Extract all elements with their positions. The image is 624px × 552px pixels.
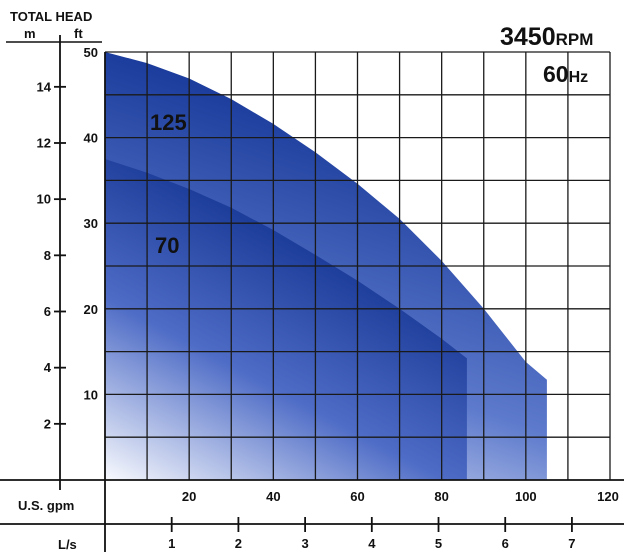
frequency-label: 60Hz bbox=[543, 61, 588, 87]
y-unit-ft: ft bbox=[74, 26, 83, 41]
tick-label-ft-20: 20 bbox=[84, 302, 98, 317]
x-unit-gpm: U.S. gpm bbox=[18, 498, 74, 513]
chart-title: TOTAL HEAD bbox=[10, 9, 92, 24]
tick-label-ls-2: 2 bbox=[235, 536, 242, 551]
tick-label-gpm-20: 20 bbox=[182, 489, 196, 504]
curve-label-70: 70 bbox=[155, 233, 179, 258]
speed-value: 3450 bbox=[500, 23, 556, 51]
tick-label-ls-4: 4 bbox=[368, 536, 376, 551]
curve-label-125: 125 bbox=[150, 110, 187, 135]
frequency-unit: Hz bbox=[569, 69, 589, 86]
tick-label-gpm-100: 100 bbox=[515, 489, 537, 504]
tick-label-gpm-120: 120 bbox=[597, 489, 619, 504]
tick-label-ls-1: 1 bbox=[168, 536, 175, 551]
grid-layer bbox=[105, 51, 611, 480]
y-unit-m: m bbox=[24, 26, 36, 41]
curve-70 bbox=[105, 159, 467, 480]
tick-label-m-6: 6 bbox=[44, 304, 51, 319]
speed-label: 3450RPM bbox=[500, 23, 593, 51]
tick-label-m-12: 12 bbox=[37, 135, 51, 150]
tick-label-gpm-60: 60 bbox=[350, 489, 364, 504]
speed-unit: RPM bbox=[556, 30, 594, 49]
tick-label-m-8: 8 bbox=[44, 248, 51, 263]
tick-label-ls-5: 5 bbox=[435, 536, 442, 551]
frequency-value: 60 bbox=[543, 61, 569, 87]
tick-label-m-4: 4 bbox=[44, 360, 52, 375]
tick-label-gpm-80: 80 bbox=[434, 489, 448, 504]
tick-label-m-10: 10 bbox=[37, 192, 51, 207]
tick-label-ft-10: 10 bbox=[84, 387, 98, 402]
tick-label-ls-6: 6 bbox=[502, 536, 509, 551]
tick-label-gpm-40: 40 bbox=[266, 489, 280, 504]
tick-label-ft-50: 50 bbox=[84, 45, 98, 60]
tick-label-ft-40: 40 bbox=[84, 131, 98, 146]
x-unit-ls: L/s bbox=[58, 537, 77, 552]
tick-label-m-14: 14 bbox=[37, 79, 52, 94]
tick-label-ft-30: 30 bbox=[84, 216, 98, 231]
tick-label-ls-7: 7 bbox=[568, 536, 575, 551]
tick-label-ls-3: 3 bbox=[301, 536, 308, 551]
tick-label-m-2: 2 bbox=[44, 416, 51, 431]
